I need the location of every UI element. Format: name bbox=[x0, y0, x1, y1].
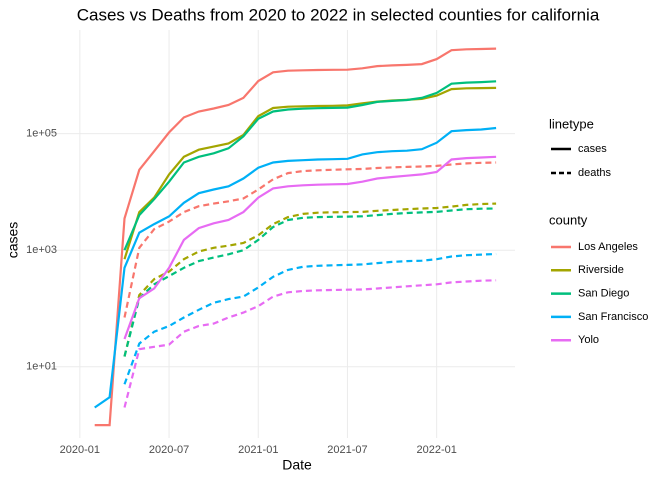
chart-title: Cases vs Deaths from 2020 to 2022 in sel… bbox=[77, 5, 600, 24]
legend-label: San Francisco bbox=[578, 311, 648, 323]
series-line bbox=[123, 161, 497, 318]
legend-title: county bbox=[549, 212, 588, 227]
y-tick-label: 1e+01 bbox=[26, 361, 57, 373]
y-tick-label: 1e+05 bbox=[26, 128, 57, 140]
x-tick-label: 2020-07 bbox=[149, 444, 189, 456]
legend-label: cases bbox=[578, 143, 607, 155]
series-line bbox=[123, 155, 497, 340]
series-line bbox=[94, 47, 497, 427]
x-axis-label: Date bbox=[282, 457, 312, 473]
y-axis-label: cases bbox=[5, 222, 21, 259]
series-line bbox=[94, 126, 497, 409]
x-tick-label: 2021-01 bbox=[238, 444, 278, 456]
legend-label: Los Angeles bbox=[578, 241, 638, 253]
series-line bbox=[123, 202, 497, 357]
x-tick-label: 2022-01 bbox=[416, 444, 456, 456]
series-line bbox=[123, 86, 497, 260]
legend-label: Riverside bbox=[578, 264, 624, 276]
legend-label: deaths bbox=[578, 167, 612, 179]
series-line bbox=[123, 207, 497, 357]
x-tick-label: 2020-01 bbox=[60, 444, 100, 456]
y-tick-label: 1e+03 bbox=[26, 244, 57, 256]
series-line bbox=[123, 252, 497, 385]
series-line bbox=[123, 80, 497, 251]
legend-label: Yolo bbox=[578, 334, 599, 346]
series-line bbox=[123, 279, 497, 408]
legend-title: linetype bbox=[549, 116, 594, 131]
legend-label: San Diego bbox=[578, 288, 629, 300]
x-tick-label: 2021-07 bbox=[327, 444, 367, 456]
